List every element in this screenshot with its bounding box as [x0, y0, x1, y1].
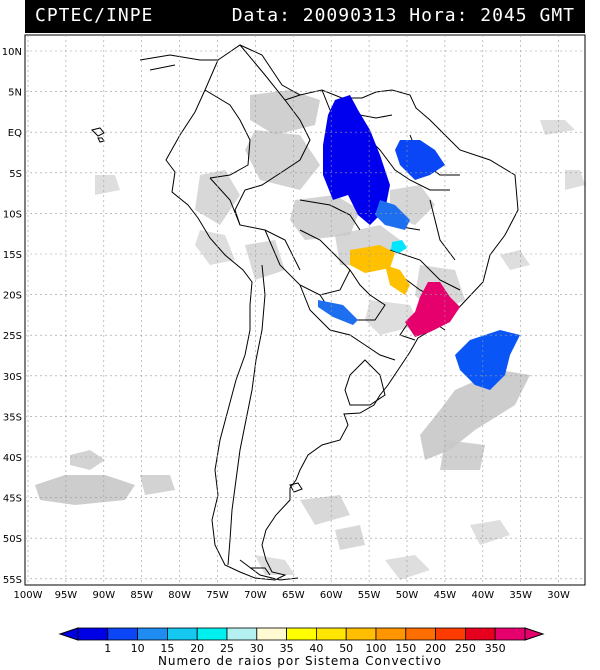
border-peru: [209, 177, 241, 226]
colorbar-label: Numero de raios por Sistema Convectivo: [157, 654, 443, 668]
lon-tick-label: 70W: [244, 590, 267, 601]
lat-tick-label: 30S: [3, 372, 22, 383]
colorbar-segment: [375, 627, 407, 641]
colorbar-tick-label: 25: [220, 642, 234, 655]
lon-tick-label: 90W: [92, 590, 115, 601]
lon-tick-label: 45W: [434, 590, 457, 601]
falklands: [289, 482, 303, 493]
galapagos: [91, 127, 105, 143]
lightning-system-mato-grosso: [350, 245, 410, 295]
title-bar: CPTEC/INPE Data: 20090313 Hora: 2045 GMT: [25, 0, 585, 33]
colorbar-tick-label: 1: [104, 642, 111, 655]
colorbar-segment: [435, 627, 466, 641]
colorbar-tick-label: 10: [131, 642, 145, 655]
lon-tick-label: 40W: [471, 590, 494, 601]
lon-tick-label: 55W: [358, 590, 381, 601]
country-borders: [91, 44, 519, 581]
lon-tick-label: 30W: [547, 590, 570, 601]
lat-tick-label: EQ: [8, 128, 22, 139]
datetime-label: Data: 20090313 Hora: 2045 GMT: [231, 5, 575, 26]
colorbar-segment: [405, 627, 436, 641]
colorbar-segment: [196, 627, 228, 641]
border-bolivia: [264, 229, 351, 296]
lat-tick-label: 35S: [3, 412, 22, 423]
colorbar-segment: [256, 627, 287, 641]
lightning-system-tocantins: [375, 200, 410, 230]
longitude-labels: 100W 95W 90W 85W 80W 75W 70W 65W 60W 55W 50W 45W 40W…: [14, 590, 571, 601]
lightning-systems: [318, 95, 520, 390]
lat-tick-label: 20S: [3, 291, 22, 302]
colorbar-segment: [494, 627, 526, 641]
colorbar-arrow-right: [524, 627, 545, 641]
lat-tick-label: 25S: [3, 331, 22, 342]
map-border: [24, 34, 586, 586]
colorbar: 1 10 15 20 25 30 35 40 50 100 150 200 250 350: [58, 627, 545, 655]
lon-tick-label: 85W: [130, 590, 153, 601]
lon-tick-label: 50W: [396, 590, 419, 601]
border-argentina-chile: [227, 264, 266, 566]
lat-tick-label: 5S: [9, 169, 22, 180]
border-colombia: [204, 89, 251, 179]
colorbar-tick-label: 35: [280, 642, 294, 655]
colorbar-tick-label: 100: [366, 642, 387, 655]
gridlines: [25, 35, 585, 585]
colorbar-segment: [166, 627, 198, 641]
colorbar-tick-label: 20: [190, 642, 204, 655]
lon-tick-label: 60W: [320, 590, 343, 601]
central-america: [139, 54, 218, 71]
lat-tick-label: 5N: [8, 88, 22, 99]
colorbar-segment: [345, 627, 377, 641]
lat-tick-label: 40S: [3, 453, 22, 464]
colorbar-segment: [286, 627, 317, 641]
colorbar-tick-label: 350: [485, 642, 506, 655]
colorbar-tick-label: 15: [160, 642, 174, 655]
colorbar-segment: [77, 627, 109, 641]
south-america-coastline: [165, 44, 519, 581]
colorbar-tick-label: 40: [309, 642, 323, 655]
border-brazil-west: [234, 99, 311, 271]
lat-tick-label: 45S: [3, 494, 22, 505]
lightning-system-amazon: [323, 95, 390, 225]
colorbar-tick-label: 150: [395, 642, 416, 655]
latitude-labels: 10N 5N EQ 5S 10S 15S 20S 25S 30S 35S 40S 45S 50S 55S: [2, 47, 22, 586]
source-label: CPTEC/INPE: [35, 5, 154, 26]
lat-tick-label: 10N: [2, 47, 22, 58]
colorbar-segment: [464, 627, 496, 641]
colorbar-segment: [107, 627, 139, 641]
border-uruguay: [344, 359, 386, 406]
lon-tick-label: 80W: [168, 590, 191, 601]
lon-tick-label: 75W: [206, 590, 229, 601]
border-venezuela: [239, 44, 301, 101]
lon-tick-label: 100W: [14, 590, 43, 601]
colorbar-tick-label: 250: [455, 642, 476, 655]
colorbar-tick-label: 30: [250, 642, 264, 655]
tierra-del-fuego: [239, 559, 299, 581]
lightning-system-paraguay: [318, 300, 358, 325]
lon-tick-label: 95W: [55, 590, 78, 601]
lat-tick-label: 10S: [3, 209, 22, 220]
lon-tick-label: 35W: [509, 590, 532, 601]
lightning-system-atlantic: [455, 330, 520, 390]
lat-tick-label: 50S: [3, 534, 22, 545]
lightning-system-maranhao: [395, 140, 445, 180]
colorbar-segment: [315, 627, 347, 641]
map-frame: 10N5NEQ5S10S15S20S25S30S35S40S45S50S55S …: [2, 34, 586, 601]
colorbar-segment: [226, 627, 258, 641]
colorbar-arrow-left: [58, 627, 79, 641]
colorbar-tick-label: 200: [425, 642, 446, 655]
colorbar-segment: [137, 627, 168, 641]
lightning-system-sao-paulo: [405, 282, 460, 337]
lon-tick-label: 65W: [282, 590, 305, 601]
lightning-system-goias: [391, 240, 407, 253]
colorbar-tick-label: 50: [339, 642, 353, 655]
lat-tick-label: 55S: [3, 575, 22, 586]
lat-tick-label: 15S: [3, 250, 22, 261]
